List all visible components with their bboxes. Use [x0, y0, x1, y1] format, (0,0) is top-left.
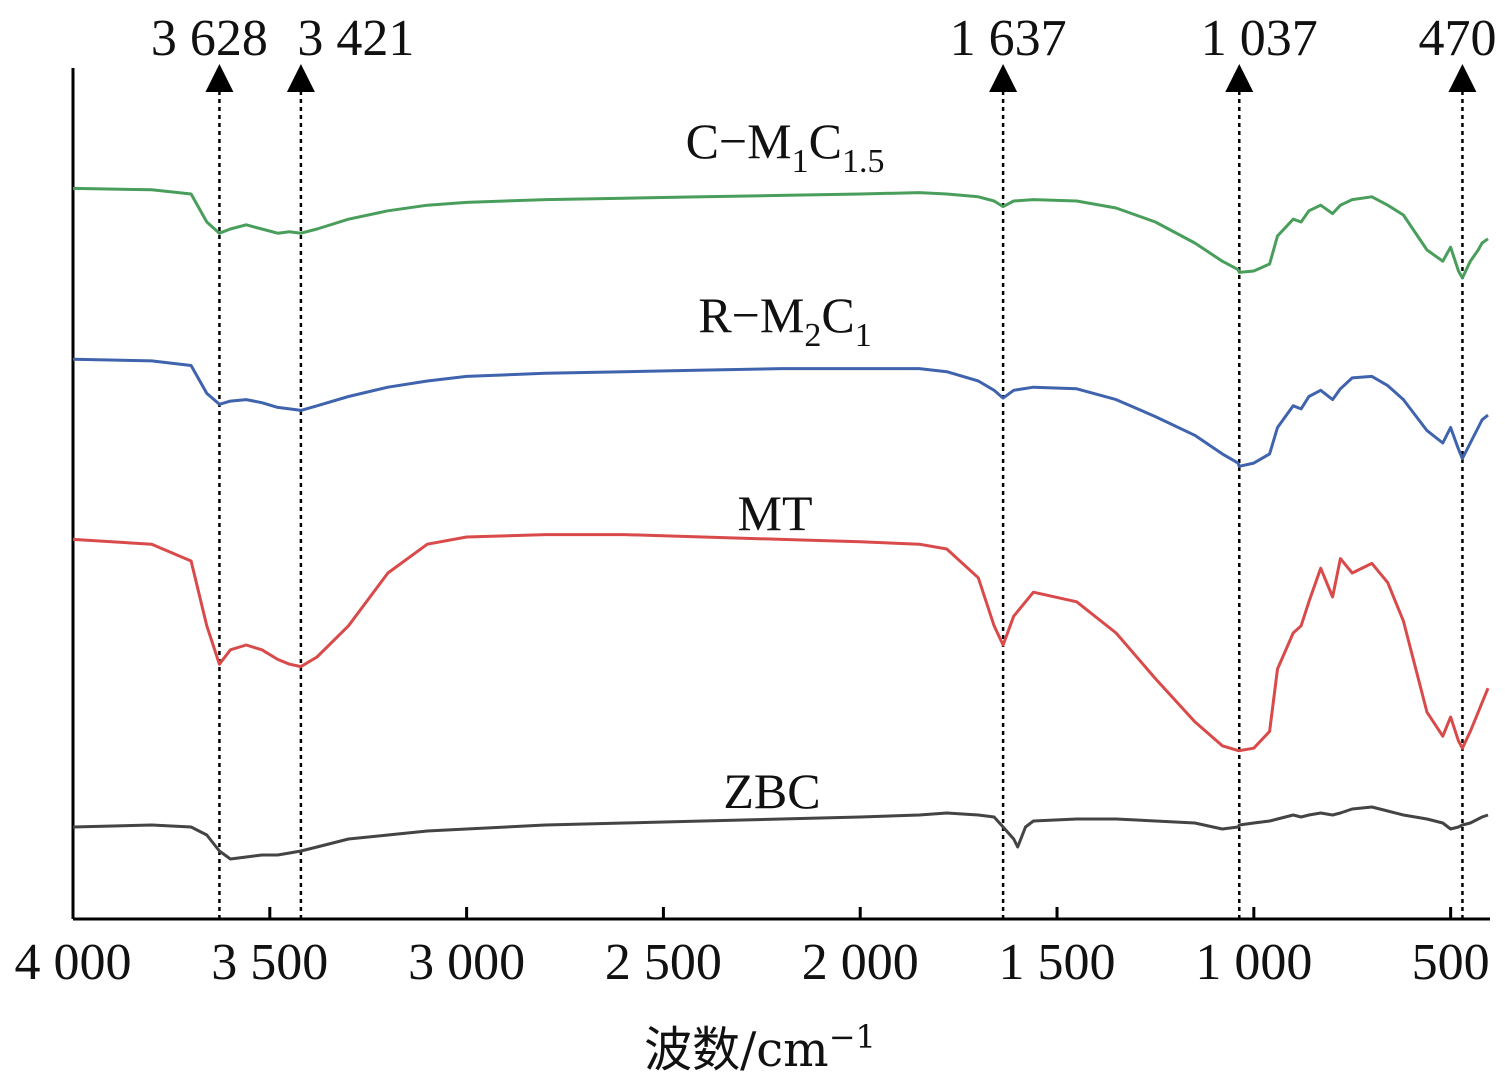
series-line-2 [72, 533, 1490, 753]
axes [71, 68, 1490, 921]
peak-arrow-icon [1225, 64, 1254, 92]
peak-arrow-icon [205, 64, 234, 92]
series-label: ZBC [723, 763, 820, 819]
series-line-0 [72, 186, 1489, 280]
x-tick-label: 2 000 [802, 934, 919, 991]
x-tick-label: 3 500 [211, 934, 328, 991]
x-tick-label: 1 500 [999, 934, 1116, 991]
peak-markers: 3 628 3 421 1 637 1 037 470 [151, 10, 1496, 919]
peak-arrow-icon [989, 64, 1018, 92]
series-line-1 [72, 357, 1489, 468]
x-tick-label: 2 500 [605, 934, 722, 991]
peak-arrow-icon [286, 64, 315, 92]
peak-label: 3 421 [297, 10, 414, 67]
x-tick-label: 500 [1412, 934, 1490, 991]
peak-label: 470 [1418, 10, 1496, 67]
series-labels: C−M1C1.5 R−M2C1 MT ZBC [686, 113, 885, 819]
series-group [72, 186, 1490, 861]
peak-label: 3 628 [151, 10, 268, 67]
x-tick-label: 4 000 [15, 934, 132, 991]
series-label: MT [738, 485, 813, 541]
series-label: R−M2C1 [698, 287, 871, 354]
series-line-3 [72, 805, 1489, 861]
x-tick-label: 1 000 [1195, 934, 1312, 991]
peak-arrow-icon [1448, 64, 1477, 92]
peak-label: 1 037 [1201, 10, 1318, 67]
series-label: C−M1C1.5 [686, 113, 885, 180]
peak-label: 1 637 [950, 10, 1067, 67]
x-tick-labels: 4 000 3 500 3 000 2 500 2 000 1 500 1 000 500 [15, 934, 1490, 991]
x-tick-label: 3 000 [408, 934, 525, 991]
x-axis-title: 波数/cm−1 [644, 1018, 876, 1078]
